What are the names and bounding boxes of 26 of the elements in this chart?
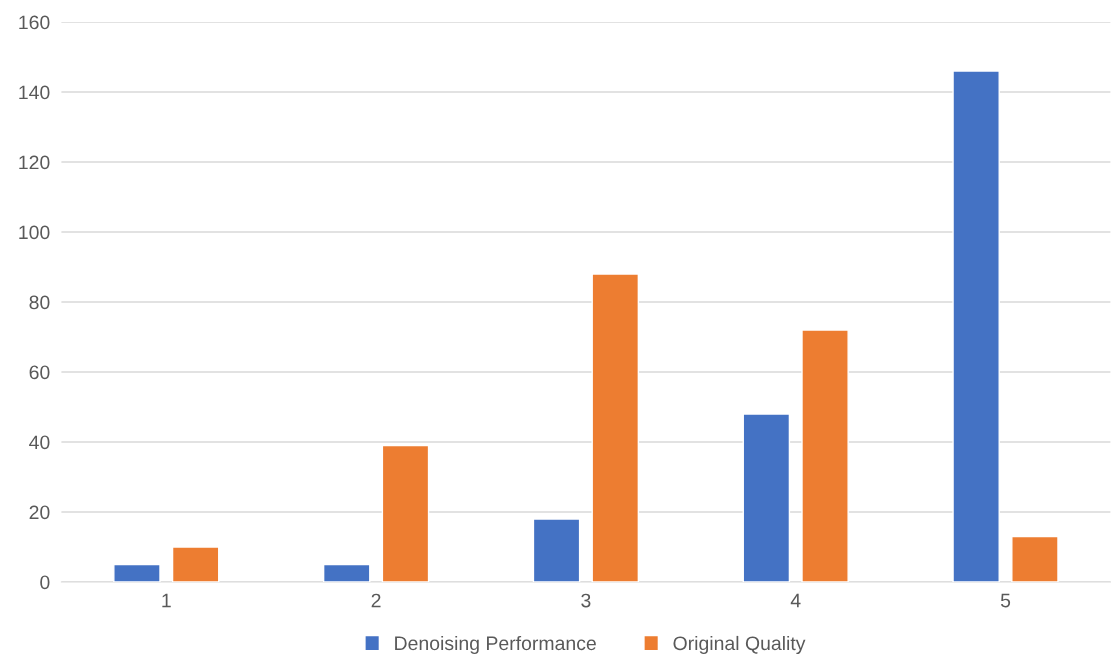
bar [591, 273, 640, 582]
y-tick-label: 100 [19, 225, 50, 240]
bar [381, 444, 430, 582]
y-tick-label: 0 [40, 575, 50, 590]
bar [1011, 535, 1059, 582]
y-tick-label: 80 [29, 295, 50, 310]
legend-label: Denoising Performance [395, 635, 596, 655]
bar [532, 518, 581, 582]
bar [322, 563, 371, 582]
x-tick-label: 4 [790, 593, 801, 608]
x-tick-label: 2 [371, 593, 381, 608]
y-tick-label: 20 [29, 505, 50, 520]
x-tick-label: 3 [581, 593, 591, 608]
x-tick-label: 1 [162, 593, 171, 608]
y-tick-label: 40 [29, 435, 50, 450]
bar [801, 329, 849, 582]
bar [952, 70, 1000, 582]
x-tick-label: 5 [1000, 593, 1011, 608]
legend-label: Original Quality [673, 635, 806, 655]
y-tick-label: 60 [29, 365, 50, 380]
y-tick-label: 140 [19, 85, 50, 100]
y-tick-label: 120 [19, 155, 50, 170]
y-tick-label: 160 [19, 15, 50, 30]
bar [742, 413, 791, 582]
bar [113, 563, 161, 582]
bar [171, 546, 220, 582]
